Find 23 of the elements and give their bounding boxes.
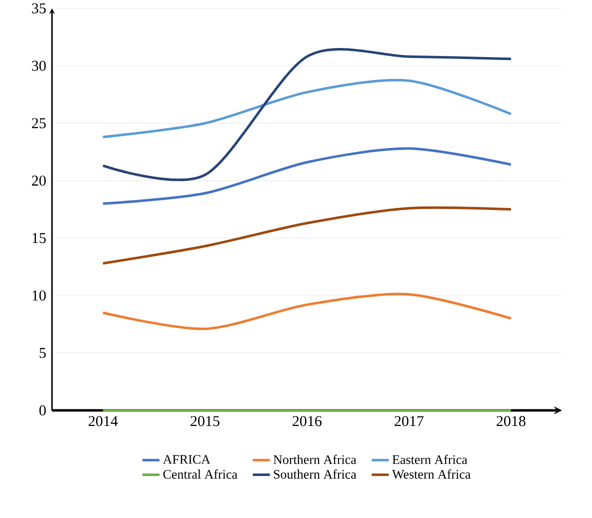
x-tick-label: 2014: [88, 416, 118, 426]
legend-label: Northern Africa: [273, 454, 356, 464]
legend-label: Central Africa: [163, 469, 238, 479]
y-tick-label: 15: [32, 232, 46, 243]
x-tick-label: 2016: [292, 416, 322, 426]
y-tick-label: 25: [32, 118, 46, 128]
y-tick-label: 30: [32, 60, 46, 71]
y-tick-label: 5: [40, 348, 46, 358]
x-tick-label: 2017: [394, 416, 424, 426]
x-tick-label: 2018: [496, 416, 526, 426]
line-series: [102, 78, 512, 138]
x-tick-label: 2015: [190, 416, 220, 426]
y-tick-label: 20: [32, 175, 46, 186]
y-tick-label: 10: [32, 290, 46, 300]
legend-label: Western Africa: [392, 469, 471, 479]
legend-label: Eastern Africa: [392, 454, 468, 464]
legend-label: AFRICA: [162, 454, 210, 464]
legend-label: Southern Africa: [274, 469, 356, 479]
line-series: [102, 147, 512, 205]
y-tick-label: 0: [39, 405, 46, 416]
line-series: [102, 292, 512, 330]
line-series: [102, 206, 512, 264]
y-tick-label: 35: [32, 3, 46, 14]
